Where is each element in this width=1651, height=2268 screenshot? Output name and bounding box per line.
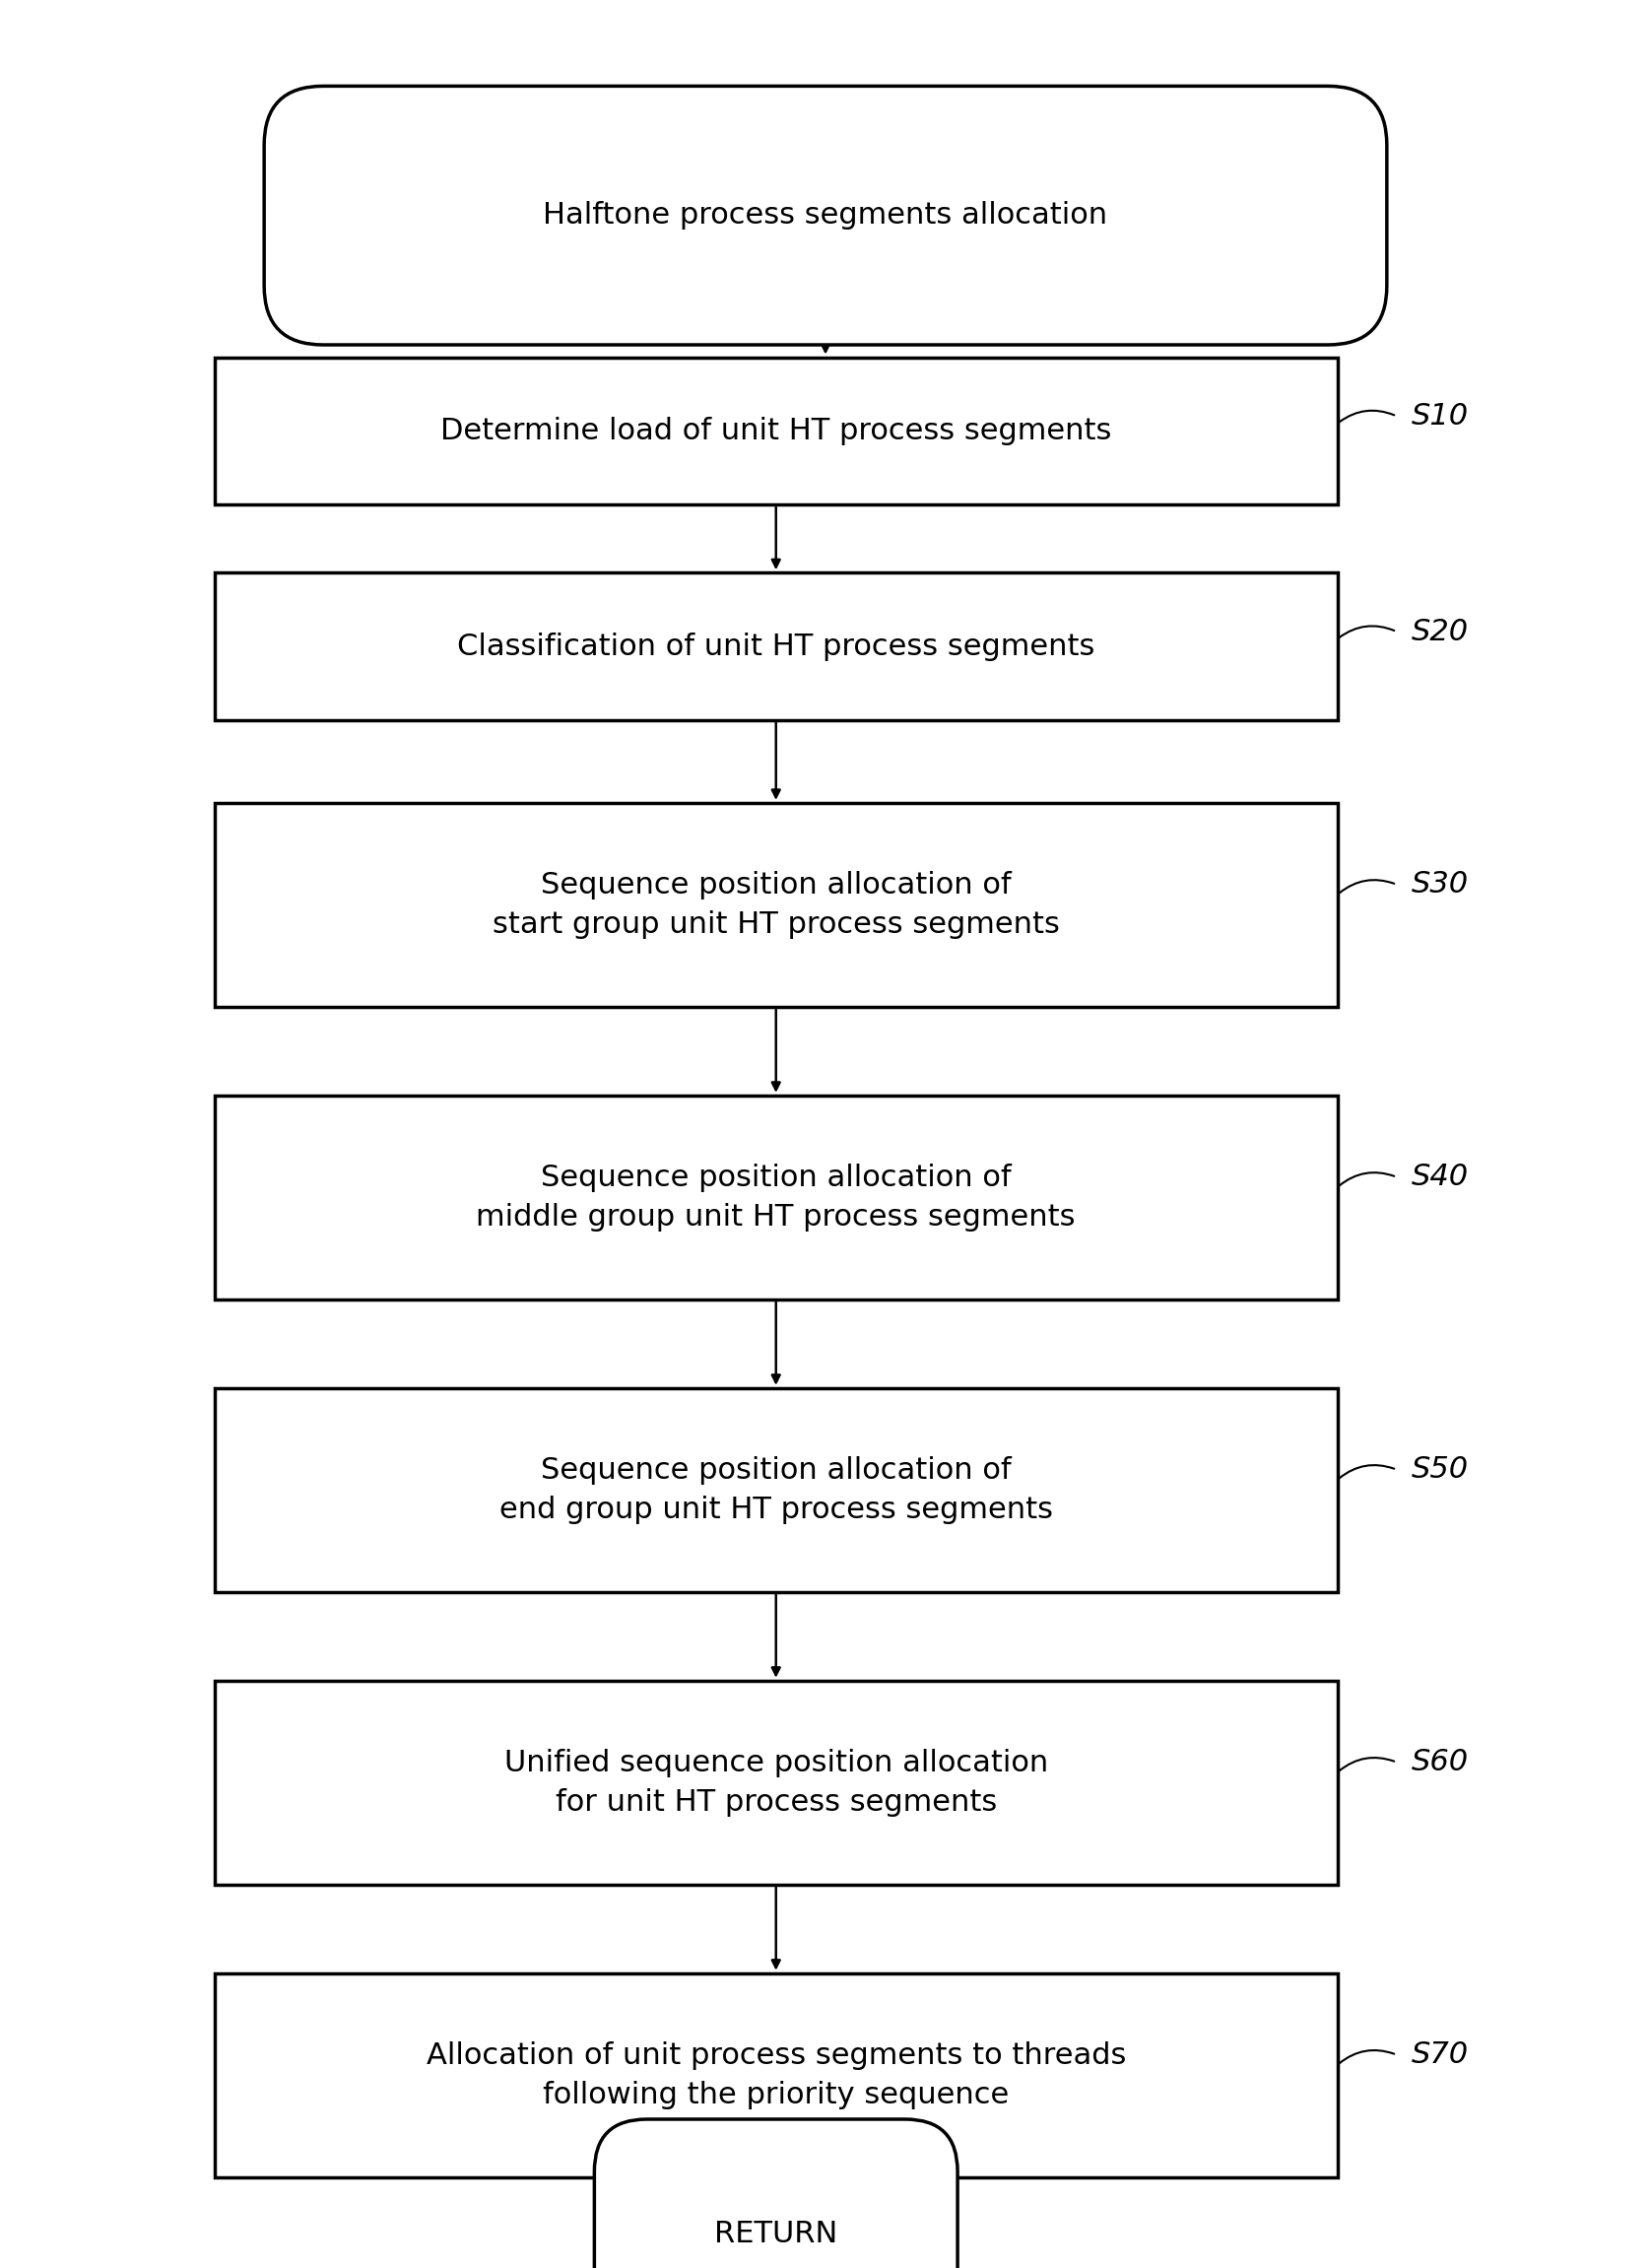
Text: S30: S30: [1412, 871, 1469, 898]
Bar: [215, 1095, 1337, 1300]
Bar: [215, 803, 1337, 1007]
Text: Determine load of unit HT process segments: Determine load of unit HT process segmen…: [441, 417, 1111, 445]
Bar: [215, 1388, 1337, 1592]
Text: S40: S40: [1412, 1163, 1469, 1191]
Bar: [215, 1681, 1337, 1885]
Text: Sequence position allocation of
start group unit HT process segments: Sequence position allocation of start gr…: [492, 871, 1060, 939]
Text: Sequence position allocation of
end group unit HT process segments: Sequence position allocation of end grou…: [499, 1456, 1053, 1524]
Text: S20: S20: [1412, 617, 1469, 646]
FancyBboxPatch shape: [594, 2118, 958, 2268]
Bar: [215, 1973, 1337, 2177]
Text: Sequence position allocation of
middle group unit HT process segments: Sequence position allocation of middle g…: [475, 1163, 1076, 1232]
Bar: [215, 574, 1337, 721]
FancyBboxPatch shape: [264, 86, 1387, 345]
Bar: [215, 356, 1337, 506]
Text: Halftone process segments allocation: Halftone process segments allocation: [543, 202, 1108, 229]
Text: Classification of unit HT process segments: Classification of unit HT process segmen…: [457, 633, 1095, 660]
Text: S70: S70: [1412, 2041, 1469, 2068]
Text: Unified sequence position allocation
for unit HT process segments: Unified sequence position allocation for…: [504, 1749, 1048, 1817]
Text: RETURN: RETURN: [715, 2220, 837, 2248]
Text: Allocation of unit process segments to threads
following the priority sequence: Allocation of unit process segments to t…: [426, 2041, 1126, 2109]
Text: S10: S10: [1412, 401, 1469, 431]
Text: S60: S60: [1412, 1749, 1469, 1776]
Text: S50: S50: [1412, 1456, 1469, 1483]
